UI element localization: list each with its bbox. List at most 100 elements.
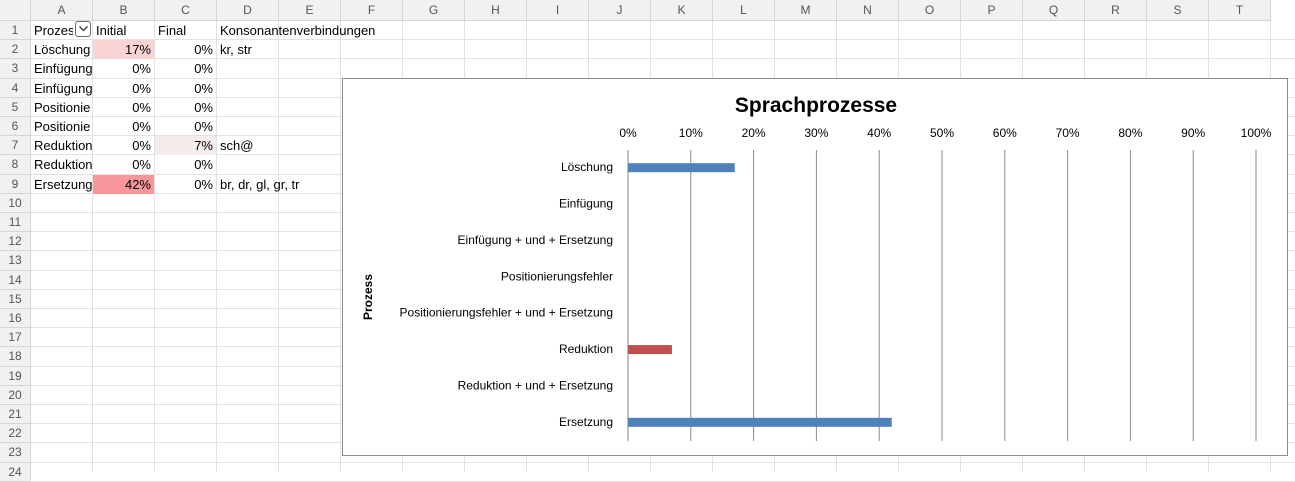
- cell-b8[interactable]: 0%: [132, 157, 151, 173]
- grid-line-v: [278, 21, 279, 472]
- row-header-21[interactable]: 21: [0, 405, 31, 425]
- cell-a2[interactable]: Löschung: [34, 42, 91, 58]
- row-header-8[interactable]: 8: [0, 155, 31, 175]
- cell-c9[interactable]: 0%: [194, 176, 213, 192]
- row-header-24[interactable]: 24: [0, 462, 31, 482]
- x-tick-label: 30%: [804, 126, 828, 140]
- cell-d1[interactable]: Konsonantenverbindungen: [220, 23, 376, 38]
- row-header-15[interactable]: 15: [0, 289, 31, 309]
- x-tick-label: 60%: [993, 126, 1017, 140]
- grid-line-v: [216, 21, 217, 472]
- y-axis-title: Prozess: [361, 274, 375, 320]
- column-header-c[interactable]: C: [155, 0, 217, 21]
- row-header-18[interactable]: 18: [0, 347, 31, 367]
- category-label: Löschung: [561, 160, 613, 174]
- cell-a4[interactable]: Einfügung: [34, 80, 92, 96]
- column-header-r[interactable]: R: [1085, 0, 1147, 21]
- x-tick-label: 90%: [1181, 126, 1205, 140]
- cell-a5[interactable]: Positionie: [34, 99, 91, 115]
- column-header-l[interactable]: L: [713, 0, 775, 21]
- cell-b1[interactable]: Initial: [96, 23, 127, 38]
- column-header-i[interactable]: I: [527, 0, 589, 21]
- grid-line-v: [92, 21, 93, 472]
- column-header-m[interactable]: M: [775, 0, 837, 21]
- bar: [628, 163, 735, 173]
- cell-d2[interactable]: kr, str: [220, 42, 252, 58]
- column-header-f[interactable]: F: [341, 0, 403, 21]
- column-header-n[interactable]: N: [837, 0, 899, 21]
- row-header-23[interactable]: 23: [0, 443, 31, 463]
- column-header-q[interactable]: Q: [1023, 0, 1085, 21]
- column-header-t[interactable]: T: [1209, 0, 1271, 21]
- cell-c6[interactable]: 0%: [194, 119, 213, 134]
- row-header-20[interactable]: 20: [0, 385, 31, 405]
- cell-d7[interactable]: sch@: [220, 138, 254, 154]
- row-header-4[interactable]: 4: [0, 78, 31, 98]
- cell-b7[interactable]: 0%: [132, 138, 151, 154]
- chart-object[interactable]: Sprachprozesse 0% 10% 20% 30% 40% 50% 60% 70% 80%…: [342, 78, 1288, 456]
- cell-a6[interactable]: Positionie: [34, 119, 91, 134]
- chart-title: Sprachprozesse: [735, 94, 897, 117]
- cell-b2[interactable]: 17%: [93, 40, 154, 60]
- cell-b4[interactable]: 0%: [132, 80, 151, 96]
- column-header-b[interactable]: B: [93, 0, 155, 21]
- row-header-10[interactable]: 10: [0, 193, 31, 213]
- filter-dropdown-button[interactable]: [75, 21, 91, 37]
- chart-svg: Sprachprozesse 0% 10% 20% 30% 40% 50% 60% 70% 80%…: [361, 94, 1272, 441]
- row-header-22[interactable]: 22: [0, 424, 31, 444]
- cell-b3[interactable]: 0%: [132, 61, 151, 77]
- x-tick-label: 80%: [1118, 126, 1142, 140]
- row-header-6[interactable]: 6: [0, 117, 31, 137]
- cell-b6[interactable]: 0%: [132, 119, 151, 134]
- column-header-e[interactable]: E: [279, 0, 341, 21]
- row-header-5[interactable]: 5: [0, 97, 31, 117]
- column-header-s[interactable]: S: [1147, 0, 1209, 21]
- cell-c7[interactable]: 7%: [155, 136, 216, 156]
- row-header-7[interactable]: 7: [0, 136, 31, 156]
- column-header-a[interactable]: A: [31, 0, 93, 21]
- row-header-19[interactable]: 19: [0, 366, 31, 386]
- cell-c3[interactable]: 0%: [194, 61, 213, 77]
- cell-a7[interactable]: Reduktion: [34, 138, 92, 154]
- cell-a1[interactable]: Prozes: [34, 23, 73, 38]
- row-header-16[interactable]: 16: [0, 309, 31, 329]
- column-header-d[interactable]: D: [217, 0, 279, 21]
- cell-c2[interactable]: 0%: [194, 42, 213, 58]
- cell-c8[interactable]: 0%: [194, 157, 213, 173]
- cell-d9[interactable]: br, dr, gl, gr, tr: [220, 176, 300, 192]
- cell-b5[interactable]: 0%: [132, 99, 151, 115]
- select-all-corner[interactable]: [0, 0, 31, 21]
- column-header-h[interactable]: H: [465, 0, 527, 21]
- chevron-down-icon: [79, 26, 88, 32]
- row-header-17[interactable]: 17: [0, 328, 31, 348]
- row-header-2[interactable]: 2: [0, 40, 31, 60]
- category-label: Einfügung + und + Ersetzung: [458, 233, 613, 247]
- x-tick-label: 70%: [1056, 126, 1080, 140]
- row-header-14[interactable]: 14: [0, 270, 31, 290]
- row-header-11[interactable]: 11: [0, 213, 31, 233]
- bar: [628, 417, 892, 427]
- row-header-13[interactable]: 13: [0, 251, 31, 271]
- category-label: Ersetzung: [559, 415, 613, 429]
- x-tick-label: 50%: [930, 126, 954, 140]
- cell-a3[interactable]: Einfügung: [34, 61, 92, 77]
- x-tick-label: 10%: [679, 126, 703, 140]
- column-header-p[interactable]: P: [961, 0, 1023, 21]
- column-header-j[interactable]: J: [589, 0, 651, 21]
- column-header-g[interactable]: G: [403, 0, 465, 21]
- cell-c1[interactable]: Final: [158, 23, 187, 38]
- category-label: Positionierungsfehler + und + Ersetzung: [400, 306, 613, 320]
- column-header-k[interactable]: K: [651, 0, 713, 21]
- cell-a9[interactable]: Ersetzung: [34, 176, 92, 192]
- row-header-1[interactable]: 1: [0, 21, 31, 41]
- x-tick-label: 20%: [742, 126, 766, 140]
- cell-c4[interactable]: 0%: [194, 80, 213, 96]
- row-header-9[interactable]: 9: [0, 174, 31, 194]
- column-header-o[interactable]: O: [899, 0, 961, 21]
- category-label: Positionierungsfehler: [501, 269, 613, 283]
- cell-a8[interactable]: Reduktion: [34, 157, 92, 173]
- cell-c5[interactable]: 0%: [194, 99, 213, 115]
- row-header-3[interactable]: 3: [0, 59, 31, 79]
- cell-b9[interactable]: 42%: [93, 174, 154, 194]
- row-header-12[interactable]: 12: [0, 232, 31, 252]
